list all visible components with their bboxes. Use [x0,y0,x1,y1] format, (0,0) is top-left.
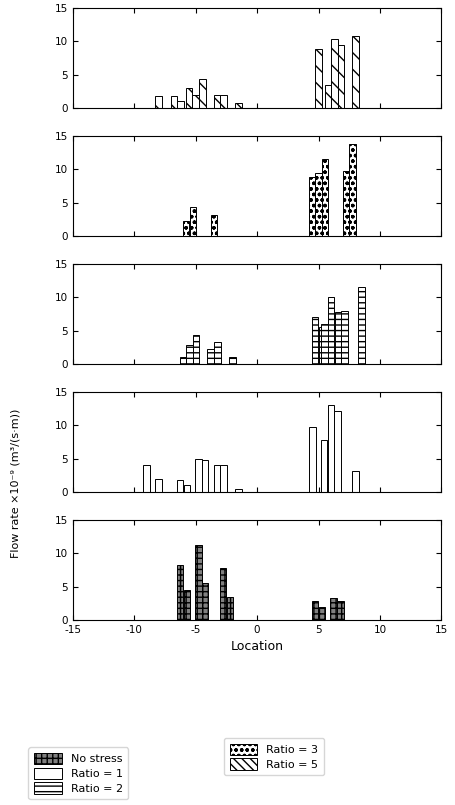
Bar [183,485,190,492]
Bar [220,95,227,108]
Legend: No stress, Ratio = 1, Ratio = 2: No stress, Ratio = 1, Ratio = 2 [28,747,128,799]
Bar [214,342,221,364]
Bar [315,49,322,108]
Bar [183,590,190,620]
Bar [315,172,322,236]
Bar [192,95,199,108]
Bar [214,465,220,492]
Bar [321,324,328,364]
Bar [186,345,193,364]
Bar [195,544,202,620]
Bar [341,311,348,364]
Bar [143,465,150,492]
Text: Flow rate ×10⁻⁹ (m³/(s·m)): Flow rate ×10⁻⁹ (m³/(s·m)) [11,408,21,558]
Bar [190,208,196,236]
Bar [352,36,359,108]
Bar [177,101,184,108]
Bar [318,328,325,364]
Bar [337,601,344,620]
Bar [309,427,316,492]
Bar [156,478,162,492]
Bar [318,606,325,620]
Legend: Ratio = 3, Ratio = 5: Ratio = 3, Ratio = 5 [224,738,324,775]
Bar [202,583,208,620]
Bar [334,411,341,492]
Bar [343,171,349,236]
Bar [349,144,356,236]
X-axis label: Location: Location [231,640,283,654]
Bar [235,103,242,108]
Bar [324,85,331,108]
Bar [193,335,199,364]
Bar [180,357,186,364]
Bar [235,489,242,492]
Bar [220,568,226,620]
Bar [171,96,177,108]
Bar [334,312,341,364]
Bar [358,287,365,364]
Bar [214,95,220,108]
Bar [183,221,189,236]
Bar [322,159,329,236]
Bar [207,349,214,364]
Bar [156,96,162,108]
Bar [177,564,183,620]
Bar [199,80,206,108]
Bar [328,297,334,364]
Bar [227,597,233,620]
Bar [312,601,318,620]
Bar [220,465,227,492]
Bar [308,177,315,236]
Bar [352,471,359,492]
Bar [195,459,202,492]
Bar [331,39,338,108]
Bar [328,405,334,492]
Bar [229,357,236,364]
Bar [338,45,344,108]
Bar [321,440,327,492]
Bar [211,215,217,236]
Bar [312,317,318,364]
Bar [186,88,192,108]
Bar [330,598,337,620]
Bar [177,480,183,492]
Bar [202,460,208,492]
